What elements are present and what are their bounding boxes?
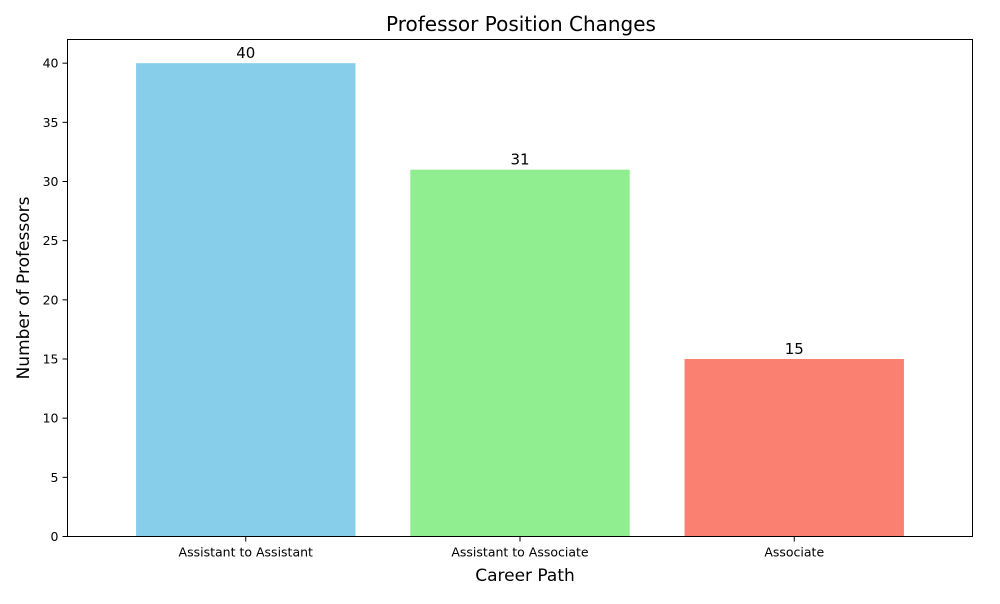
y-tick-label-0: 0 xyxy=(51,529,59,544)
plot-frame xyxy=(67,39,973,537)
data-labels-layer: 40 31 15 xyxy=(236,44,804,358)
y-tick-label-2: 10 xyxy=(43,411,59,426)
y-tick-label-3: 15 xyxy=(43,352,59,367)
y-axis-label: Number of Professors xyxy=(14,196,34,379)
y-tick-label-8: 40 xyxy=(43,56,59,71)
y-tick-label-4: 20 xyxy=(43,292,59,307)
x-tick-label-2: Associate xyxy=(764,545,824,560)
bar-value-label-0: 40 xyxy=(236,44,255,62)
bar-2 xyxy=(684,359,904,537)
y-tick-label-6: 30 xyxy=(43,174,59,189)
x-tick-label-1: Assistant to Associate xyxy=(451,545,589,560)
y-tick-label-7: 35 xyxy=(43,115,59,130)
bar-value-label-1: 31 xyxy=(510,151,529,169)
y-tick-label-1: 5 xyxy=(51,470,59,485)
ticks-layer: Assistant to Assistant Assistant to Assoc… xyxy=(43,56,825,560)
chart-title: Professor Position Changes xyxy=(386,12,656,36)
bars-layer xyxy=(136,63,904,537)
bar-1 xyxy=(410,169,630,537)
x-tick-label-0: Assistant to Assistant xyxy=(179,545,313,560)
bar-0 xyxy=(136,63,356,537)
y-tick-label-5: 25 xyxy=(43,233,59,248)
bar-value-label-2: 15 xyxy=(785,340,804,358)
x-axis-label: Career Path xyxy=(475,566,575,586)
